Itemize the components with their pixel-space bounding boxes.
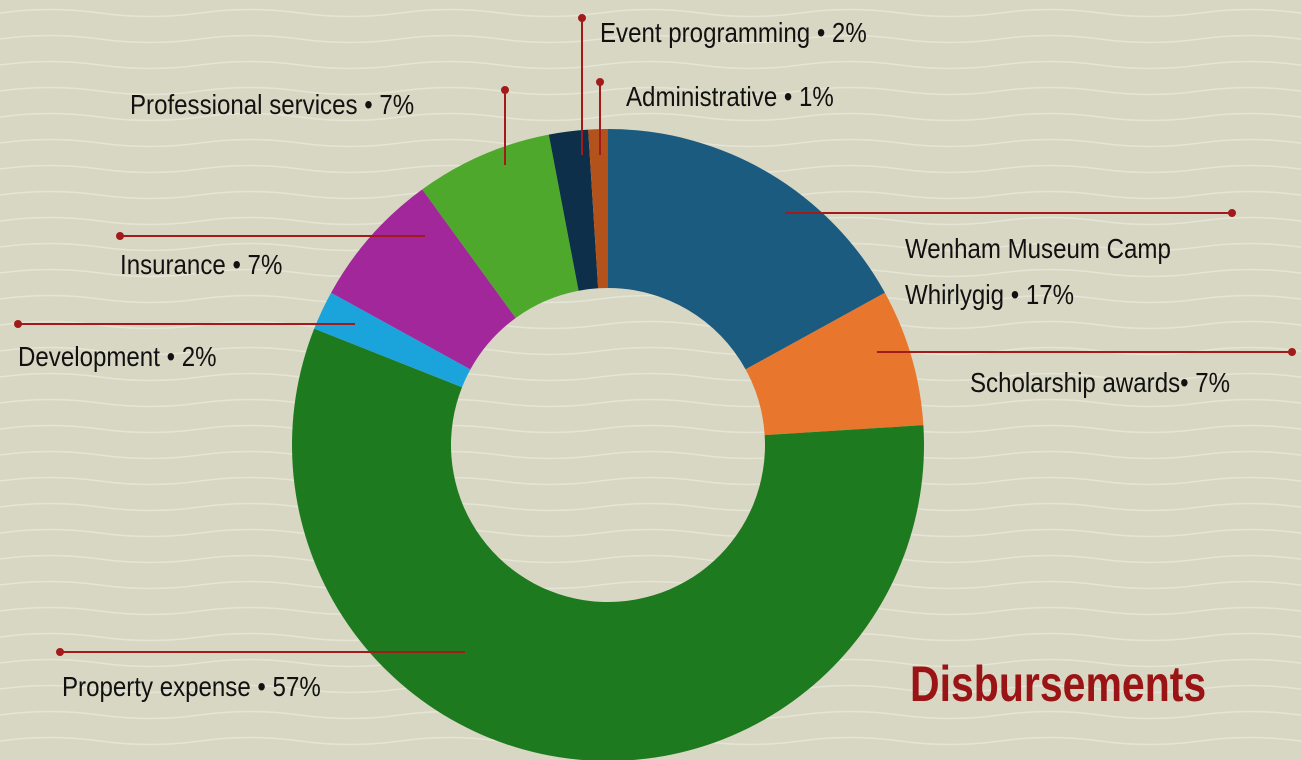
slice (608, 129, 885, 370)
slice-label: Event programming • 2% (600, 17, 867, 48)
slice-label: Property expense • 57% (62, 671, 321, 702)
leader-dot (1288, 348, 1296, 356)
slice-label: Professional services • 7% (130, 89, 415, 120)
slice (422, 134, 579, 318)
leader-dot (116, 232, 124, 240)
slice-label: Administrative • 1% (626, 81, 834, 112)
chart-title: Disbursements (910, 656, 1207, 712)
slice-label: Wenham Museum Camp Whirlygig • 17% (905, 233, 1171, 310)
slice (745, 292, 924, 436)
leader-lines (14, 14, 1296, 656)
slice-label: Scholarship awards• 7% (970, 367, 1231, 398)
leader-dot (14, 320, 22, 328)
slice (314, 292, 471, 388)
leader-dot (501, 86, 509, 94)
slice-label: Insurance • 7% (120, 249, 283, 280)
slice (548, 129, 599, 291)
leader-dot (1228, 209, 1236, 217)
slice-label: Development • 2% (18, 341, 217, 372)
slice (588, 129, 608, 289)
leader-dot (578, 14, 586, 22)
leader-dot (56, 648, 64, 656)
slice (331, 189, 516, 370)
leader-dot (596, 78, 604, 86)
